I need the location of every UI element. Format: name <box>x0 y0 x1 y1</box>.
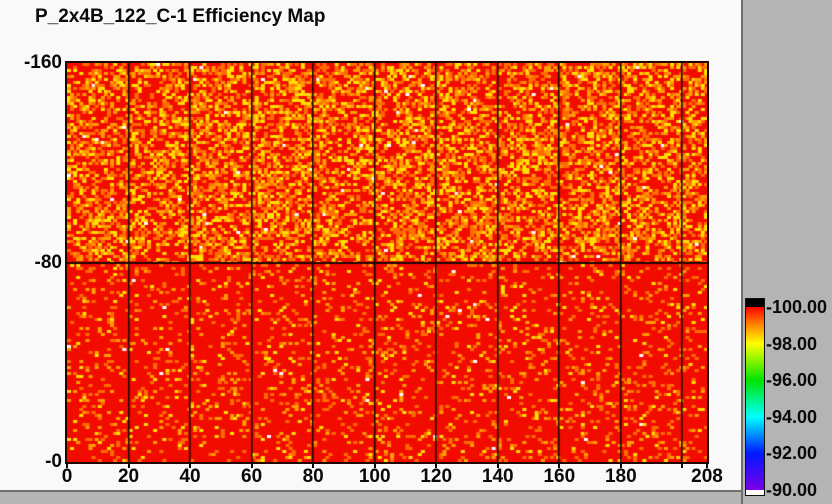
x-axis-tick-label: 208 <box>691 466 723 487</box>
colorbar-bottom-cap <box>746 490 764 495</box>
y-axis-tick-label: -0 <box>45 451 62 472</box>
chart-title: P_2x4B_122_C-1 Efficiency Map <box>35 6 326 27</box>
colorbar-tick-label: -100.00 <box>766 297 828 317</box>
plot-area <box>65 61 709 464</box>
x-axis-tick <box>435 462 438 468</box>
x-axis-tick-label: 0 <box>61 466 73 487</box>
y-axis-tick-label: -160 <box>23 52 62 73</box>
x-axis-tick <box>373 462 376 468</box>
x-axis-tick-label: 20 <box>117 466 140 487</box>
x-axis-tick <box>681 462 684 468</box>
colorbar-gradient <box>746 307 764 490</box>
colorbar-tick-label: -94.00 <box>766 406 818 427</box>
x-axis-tick <box>189 462 192 468</box>
colorbar-tick-label: -92.00 <box>766 443 818 464</box>
colorbar-top-cap <box>746 299 764 307</box>
x-axis-tick <box>250 462 253 468</box>
x-axis-tick-label: 40 <box>179 466 201 487</box>
heatmap-canvas[interactable] <box>67 63 707 462</box>
x-axis-tick <box>619 462 622 468</box>
x-axis-tick-label: 100 <box>358 466 391 487</box>
y-axis-tick-label: -80 <box>34 251 62 273</box>
x-axis-tick <box>558 462 561 468</box>
x-axis-tick-label: 80 <box>302 466 324 487</box>
x-axis-tick-label: 180 <box>604 466 637 487</box>
colorbar-tick-label: -90.00 <box>766 480 818 500</box>
x-axis-tick <box>312 462 315 468</box>
bottom-statusbar <box>0 490 741 504</box>
x-axis-tick <box>496 462 499 468</box>
x-axis-tick-label: 120 <box>420 466 453 487</box>
colorbar-tick-label: -98.00 <box>766 333 818 354</box>
x-axis-tick <box>706 462 708 468</box>
colorbar <box>745 298 765 496</box>
x-axis-tick-label: 140 <box>481 466 514 487</box>
colorbar-tick-label: -96.00 <box>766 370 818 391</box>
x-axis-tick <box>127 462 130 468</box>
x-axis-tick-label: 160 <box>543 466 576 487</box>
x-axis-tick <box>66 462 68 468</box>
x-axis-tick-label: 60 <box>241 466 263 487</box>
